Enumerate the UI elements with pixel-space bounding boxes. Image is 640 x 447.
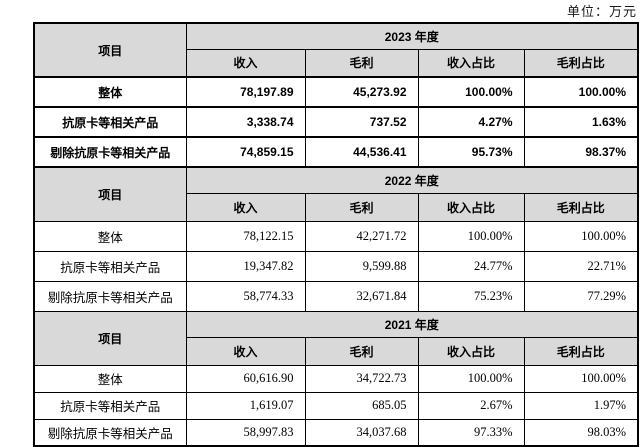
- row-label: 抗原卡等相关产品: [33, 250, 187, 282]
- table-row-2021-antigen: 抗原卡等相关产品 1,619.07 685.05 2.67% 1.97%: [33, 391, 639, 420]
- cell-gross-profit: 34,722.73: [304, 364, 419, 393]
- column-header-gross-profit-share: 毛利占比: [523, 192, 639, 222]
- cell-revenue-share: 100.00%: [417, 76, 525, 108]
- cell-gross-profit: 42,271.72: [304, 220, 419, 252]
- row-label: 整体: [33, 220, 187, 252]
- cell-gross-profit: 9,599.88: [304, 250, 419, 282]
- subheader-row-2022: 收入 毛利 收入占比 毛利占比: [34, 192, 639, 222]
- cell-revenue-share: 75.23%: [417, 280, 525, 312]
- cell-revenue-share: 100.00%: [417, 364, 525, 393]
- cell-revenue-share: 97.33%: [417, 418, 525, 447]
- cell-gross-profit-share: 98.37%: [523, 136, 639, 168]
- cell-gross-profit: 45,273.92: [304, 76, 419, 108]
- cell-gross-profit-share: 98.03%: [523, 418, 639, 447]
- table-row-2022-antigen: 抗原卡等相关产品 19,347.82 9,599.88 24.77% 22.71…: [33, 250, 639, 282]
- column-header-gross-profit: 毛利: [304, 192, 419, 222]
- table-row-2023-excl-antigen: 剔除抗原卡等相关产品 74,859.15 44,536.41 95.73% 98…: [33, 136, 639, 168]
- cell-revenue-share: 100.00%: [417, 220, 525, 252]
- cell-revenue: 1,619.07: [185, 391, 306, 420]
- row-label: 整体: [33, 76, 187, 108]
- table-row-2021-overall: 整体 60,616.90 34,722.73 100.00% 100.00%: [33, 364, 639, 393]
- table-row-2021-excl-antigen: 剔除抗原卡等相关产品 58,997.83 34,037.68 97.33% 98…: [33, 418, 639, 447]
- cell-revenue-share: 24.77%: [417, 250, 525, 282]
- cell-revenue-share: 95.73%: [417, 136, 525, 168]
- cell-gross-profit-share: 77.29%: [523, 280, 639, 312]
- table-row-2023-antigen: 抗原卡等相关产品 3,338.74 737.52 4.27% 1.63%: [33, 106, 639, 138]
- cell-gross-profit-share: 100.00%: [523, 220, 639, 252]
- cell-revenue-share: 2.67%: [417, 391, 525, 420]
- column-header-revenue-share: 收入占比: [417, 48, 525, 78]
- unit-label: 单位：万元: [566, 4, 637, 19]
- section-header-row-2022: 项目 2022 年度: [33, 166, 639, 222]
- section-header-row-2021: 项目 2021 年度: [33, 310, 639, 366]
- column-header-revenue: 收入: [185, 192, 306, 222]
- column-header-item: 项目: [33, 22, 187, 78]
- cell-revenue: 60,616.90: [185, 364, 306, 393]
- year-header-2022: 2022 年度: [185, 166, 639, 194]
- row-label: 剔除抗原卡等相关产品: [33, 280, 187, 312]
- row-label: 抗原卡等相关产品: [33, 391, 187, 420]
- column-header-revenue-share: 收入占比: [417, 336, 525, 366]
- cell-gross-profit: 44,536.41: [304, 136, 419, 168]
- section-header-row-2023: 项目 2023 年度: [33, 22, 639, 78]
- row-label: 剔除抗原卡等相关产品: [33, 136, 187, 168]
- row-label: 抗原卡等相关产品: [33, 106, 187, 138]
- cell-gross-profit-share: 1.97%: [523, 391, 639, 420]
- cell-revenue: 19,347.82: [185, 250, 306, 282]
- cell-revenue: 58,774.33: [185, 280, 306, 312]
- subheader-row-2021: 收入 毛利 收入占比 毛利占比: [34, 336, 639, 366]
- cell-revenue: 78,197.89: [185, 76, 306, 108]
- cell-revenue: 3,338.74: [185, 106, 306, 138]
- cell-revenue-share: 4.27%: [417, 106, 525, 138]
- cell-revenue: 58,997.83: [185, 418, 306, 447]
- cell-revenue: 74,859.15: [185, 136, 306, 168]
- cell-gross-profit-share: 1.63%: [523, 106, 639, 138]
- year-header-2021: 2021 年度: [185, 310, 639, 338]
- column-header-gross-profit-share: 毛利占比: [523, 48, 639, 78]
- cell-gross-profit: 32,671.84: [304, 280, 419, 312]
- cell-gross-profit: 685.05: [304, 391, 419, 420]
- cell-gross-profit-share: 22.71%: [523, 250, 639, 282]
- year-header-2023: 2023 年度: [185, 22, 639, 50]
- table-row-2022-overall: 整体 78,122.15 42,271.72 100.00% 100.00%: [33, 220, 639, 252]
- table-row-2022-excl-antigen: 剔除抗原卡等相关产品 58,774.33 32,671.84 75.23% 77…: [33, 280, 639, 312]
- cell-gross-profit: 34,037.68: [304, 418, 419, 447]
- subheader-row-2023: 收入 毛利 收入占比 毛利占比: [34, 48, 639, 78]
- row-label: 剔除抗原卡等相关产品: [33, 418, 187, 447]
- column-header-item: 项目: [33, 166, 187, 222]
- column-header-gross-profit: 毛利: [304, 336, 419, 366]
- row-label: 整体: [33, 364, 187, 393]
- cell-revenue: 78,122.15: [185, 220, 306, 252]
- financial-table: 项目 2023 年度 收入 毛利 收入占比 毛利占比 整体 78,197.89 …: [33, 22, 640, 447]
- cell-gross-profit-share: 100.00%: [523, 364, 639, 393]
- cell-gross-profit-share: 100.00%: [523, 76, 639, 108]
- column-header-revenue-share: 收入占比: [417, 192, 525, 222]
- column-header-revenue: 收入: [185, 336, 306, 366]
- column-header-gross-profit-share: 毛利占比: [523, 336, 639, 366]
- column-header-revenue: 收入: [185, 48, 306, 78]
- column-header-item: 项目: [33, 310, 187, 366]
- table-row-2023-overall: 整体 78,197.89 45,273.92 100.00% 100.00%: [33, 76, 639, 108]
- column-header-gross-profit: 毛利: [304, 48, 419, 78]
- cell-gross-profit: 737.52: [304, 106, 419, 138]
